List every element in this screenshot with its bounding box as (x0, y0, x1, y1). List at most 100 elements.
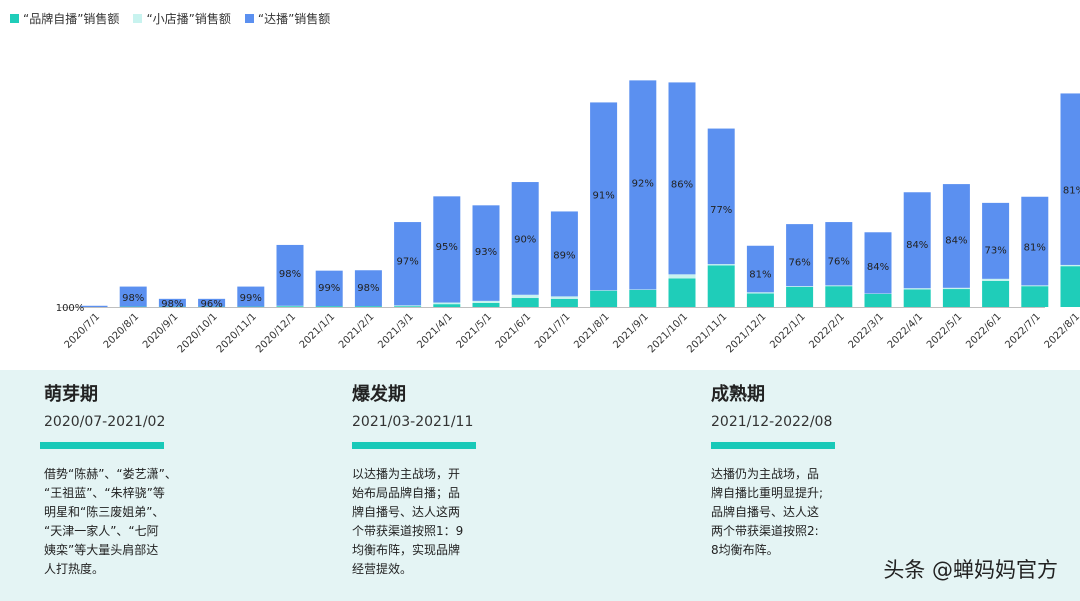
bar-segment-influencer (511, 182, 539, 295)
x-tick-label: 2021/12/1 (724, 311, 768, 355)
phase-accent-bar (352, 442, 476, 449)
legend-swatch-brand (10, 14, 19, 23)
bar-segment-shop (825, 285, 853, 287)
data-label: 97% (396, 256, 418, 267)
bar-segment-brand (629, 289, 657, 307)
phase-description: 以达播为主战场，开 始布局品牌自播；品 牌自播号、达人这两 个带获渠道按照1：9… (352, 467, 464, 576)
bar-segment-influencer (590, 102, 618, 291)
bar-segment-influencer (394, 222, 422, 306)
bar-segment-influencer (433, 196, 461, 303)
data-label: 98% (279, 269, 301, 280)
x-tick-label: 2021/8/1 (572, 311, 612, 351)
x-tick-label: 2020/12/1 (254, 311, 298, 355)
data-label: 91% (592, 190, 614, 201)
bar-segment-brand (903, 289, 931, 307)
data-label: 99% (240, 293, 262, 304)
data-label: 81% (749, 269, 771, 280)
bar-segment-influencer (354, 270, 382, 307)
bar-segment-shop (746, 292, 774, 294)
bar-segment-brand (472, 302, 500, 307)
x-tick-label: 2020/7/1 (63, 311, 103, 351)
data-label: 84% (945, 235, 967, 246)
x-tick-label: 2021/2/1 (337, 311, 377, 351)
legend-swatch-shop (133, 14, 143, 23)
bar-segment-shop (433, 302, 461, 305)
x-tick-label: 2021/6/1 (494, 311, 534, 351)
phase-mature: 成熟期 2021/12-2022/08 达播仍为主战场，品 牌自播比重明显提升;… (711, 380, 901, 560)
bar-segment-brand (825, 286, 853, 307)
bar-segment-shop (786, 286, 814, 287)
x-tick-label: 2021/3/1 (376, 311, 416, 351)
data-label: 93% (475, 247, 497, 258)
data-label: 81% (1063, 186, 1080, 197)
bar-segment-influencer (158, 298, 186, 307)
bar-segment-influencer (119, 286, 147, 307)
bar-segment-influencer (668, 82, 696, 275)
bar-segment-brand (982, 280, 1010, 307)
x-tick-label: 2022/1/1 (768, 311, 808, 351)
phase-description: 达播仍为主战场，品 牌自播比重明显提升; 品牌自播号、达人这 两个带获渠道按照2… (711, 467, 824, 557)
bar-segment-shop (1060, 264, 1080, 267)
phase-range: 2021/03-2021/11 (352, 414, 474, 430)
bar-segment-shop (668, 274, 696, 279)
legend-label-influencer: “达播”销售额 (257, 12, 331, 26)
bar-segment-influencer (237, 286, 265, 307)
bar-segment-brand (315, 306, 343, 307)
data-label: 84% (867, 262, 889, 273)
legend-label-shop: “小店播”销售额 (146, 12, 231, 26)
data-label: 76% (788, 257, 810, 268)
phase-title: 萌芽期 (44, 384, 98, 405)
bar-segment-brand (433, 304, 461, 307)
bar-segment-influencer (550, 211, 578, 297)
phase-burst: 爆发期 2021/03-2021/11 以达播为主战场，开 始布局品牌自播；品 … (352, 380, 542, 579)
bar-segment-shop (1021, 285, 1049, 287)
source-credit: 头条 @蝉妈妈官方 (883, 558, 1058, 582)
bar-segment-influencer (982, 202, 1010, 279)
x-tick-label: 2022/5/1 (925, 311, 965, 351)
bar-segment-shop (394, 305, 422, 307)
legend-label-brand: “品牌自播”销售额 (23, 12, 120, 26)
bar-segment-influencer (276, 244, 304, 306)
data-label: 76% (828, 256, 850, 267)
bar-segment-brand (942, 289, 970, 307)
data-label: 92% (632, 178, 654, 189)
x-tick-label: 2020/8/1 (102, 311, 142, 351)
phase-range: 2020/07-2021/02 (44, 414, 166, 430)
x-tick-label: 2022/8/1 (1043, 311, 1080, 351)
bar-segment-influencer (80, 305, 108, 307)
bar-segment-brand (1021, 286, 1049, 307)
x-tick-label: 2021/1/1 (298, 311, 338, 351)
data-label: 86% (671, 179, 693, 190)
bar-segment-shop (982, 278, 1010, 281)
phase-sprout: 萌芽期 2020/07-2021/02 借势“陈赫”、“娄艺潇”、 “王祖蓝”、… (40, 380, 230, 579)
data-label: 77% (710, 205, 732, 216)
bar-segment-influencer (825, 222, 853, 286)
data-label: 98% (161, 299, 183, 310)
bar-segment-brand (511, 298, 539, 307)
bar-segment-shop (942, 287, 970, 290)
bar-segment-shop (472, 300, 500, 303)
bar-segment-brand (590, 290, 618, 307)
bar-segment-brand (746, 293, 774, 307)
bar-segment-influencer (864, 232, 892, 294)
phase-accent-bar (711, 442, 835, 449)
x-tick-label: 2022/6/1 (964, 311, 1004, 351)
chart-legend: “品牌自播”销售额 “小店播”销售额 “达播”销售额 (10, 10, 330, 27)
data-label: 73% (984, 246, 1006, 257)
legend-item-influencer-live: “达播”销售额 (244, 10, 331, 27)
phase-range: 2021/12-2022/08 (711, 414, 833, 430)
x-tick-label: 2021/10/1 (646, 311, 690, 355)
x-tick-label: 2020/11/1 (215, 311, 259, 355)
data-label: 90% (514, 234, 536, 245)
bar-segment-brand (394, 306, 422, 307)
bar-segment-influencer (1021, 196, 1049, 286)
bar-segment-influencer (942, 184, 970, 288)
bar-segment-brand (707, 265, 735, 307)
bar-segment-influencer (1060, 93, 1080, 265)
bar-segment-influencer (786, 224, 814, 287)
x-tick-label: 2021/11/1 (685, 311, 729, 355)
phase-title: 爆发期 (352, 384, 406, 405)
bar-segment-brand (550, 298, 578, 307)
data-label: 98% (122, 293, 144, 304)
bar-segment-brand (786, 286, 814, 307)
